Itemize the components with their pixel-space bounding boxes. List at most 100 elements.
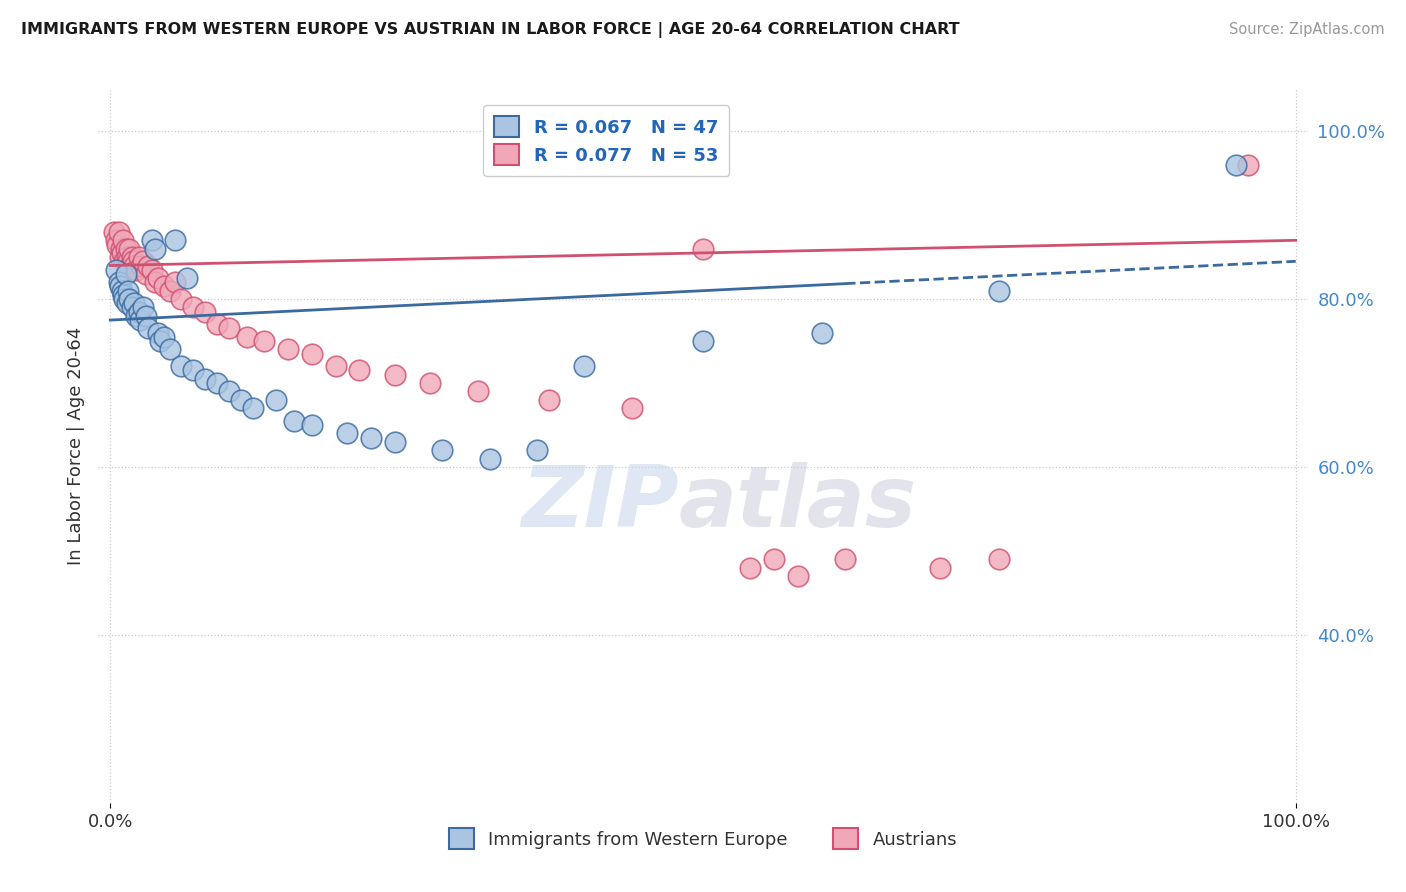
Point [176,271,198,285]
Point [467,384,489,399]
Point [135,267,157,281]
Point [181,301,204,315]
Point [120,259,142,273]
Point [834,552,856,566]
Point [242,401,264,416]
Point [114,267,136,281]
Point [132,301,155,315]
Point [114,292,136,306]
Point [786,569,808,583]
Point [810,326,832,340]
Point [283,414,305,428]
Point [136,321,159,335]
Point [929,560,952,574]
Point [121,301,143,315]
Point [692,242,714,256]
Point [125,309,148,323]
Text: IMMIGRANTS FROM WESTERN EUROPE VS AUSTRIAN IN LABOR FORCE | AGE 20-64 CORRELATIO: IMMIGRANTS FROM WESTERN EUROPE VS AUSTRI… [21,22,960,38]
Point [526,443,548,458]
Point [205,318,228,332]
Point [347,363,370,377]
Point [105,262,128,277]
Point [692,334,714,348]
Point [229,392,252,407]
Point [122,259,145,273]
Point [136,259,159,273]
Point [218,321,240,335]
Point [170,292,193,306]
Point [128,304,150,318]
Point [1225,158,1247,172]
Point [740,560,762,574]
Point [121,250,143,264]
Point [105,237,128,252]
Point [165,233,187,247]
Point [325,359,347,374]
Point [135,309,157,323]
Point [478,451,501,466]
Point [988,284,1011,298]
Point [301,417,323,432]
Point [110,242,132,256]
Point [218,384,240,399]
Point [537,392,560,407]
Point [132,254,155,268]
Point [129,259,152,273]
Point [105,233,128,247]
Point [112,233,135,247]
Point [432,443,454,458]
Point [384,434,406,449]
Point [253,334,276,348]
Point [620,401,643,416]
Point [146,271,169,285]
Point [152,330,174,344]
Point [117,284,139,298]
Point [152,279,174,293]
Point [143,275,166,289]
Point [125,262,148,277]
Point [143,242,166,256]
Point [988,552,1011,566]
Point [114,254,136,268]
Point [141,233,163,247]
Point [194,304,217,318]
Point [122,296,145,310]
Point [121,254,143,268]
Point [103,225,125,239]
Y-axis label: In Labor Force | Age 20-64: In Labor Force | Age 20-64 [66,326,84,566]
Point [129,313,152,327]
Point [115,296,138,310]
Point [301,346,323,360]
Point [115,250,138,264]
Point [159,343,181,357]
Point [111,284,134,298]
Point [117,254,139,268]
Point [194,372,217,386]
Point [1237,158,1260,172]
Legend: Immigrants from Western Europe, Austrians: Immigrants from Western Europe, Austrian… [440,819,966,858]
Point [360,431,382,445]
Point [205,376,228,390]
Point [118,242,141,256]
Point [336,426,359,441]
Text: Source: ZipAtlas.com: Source: ZipAtlas.com [1229,22,1385,37]
Point [107,225,129,239]
Point [419,376,441,390]
Point [128,250,150,264]
Point [108,250,131,264]
Point [141,262,163,277]
Point [107,275,129,289]
Point [159,284,181,298]
Point [277,343,299,357]
Text: ZIP: ZIP [522,461,679,545]
Point [165,275,187,289]
Point [384,368,406,382]
Point [149,334,172,348]
Point [108,279,131,293]
Point [181,363,204,377]
Point [118,292,141,306]
Point [264,392,287,407]
Point [574,359,596,374]
Point [111,246,134,260]
Point [235,330,257,344]
